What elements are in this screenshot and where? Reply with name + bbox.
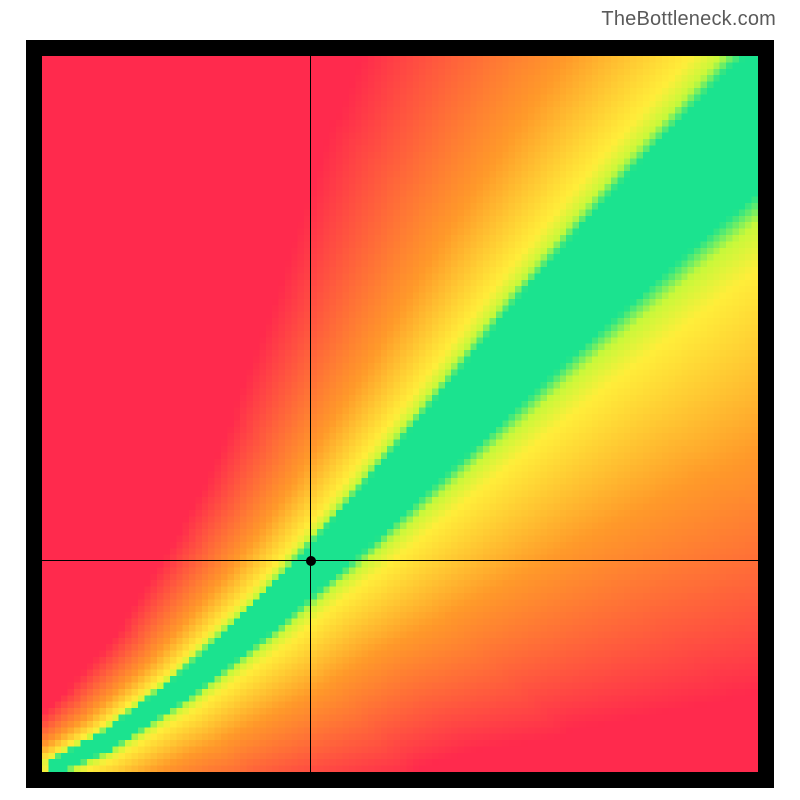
crosshair-horizontal — [42, 560, 758, 561]
heatmap-canvas — [42, 56, 758, 772]
marker-dot — [306, 556, 316, 566]
crosshair-vertical — [310, 56, 311, 772]
chart-wrapper: TheBottleneck.com — [0, 0, 800, 800]
attribution-text: TheBottleneck.com — [601, 8, 776, 31]
plot-frame — [26, 40, 774, 788]
